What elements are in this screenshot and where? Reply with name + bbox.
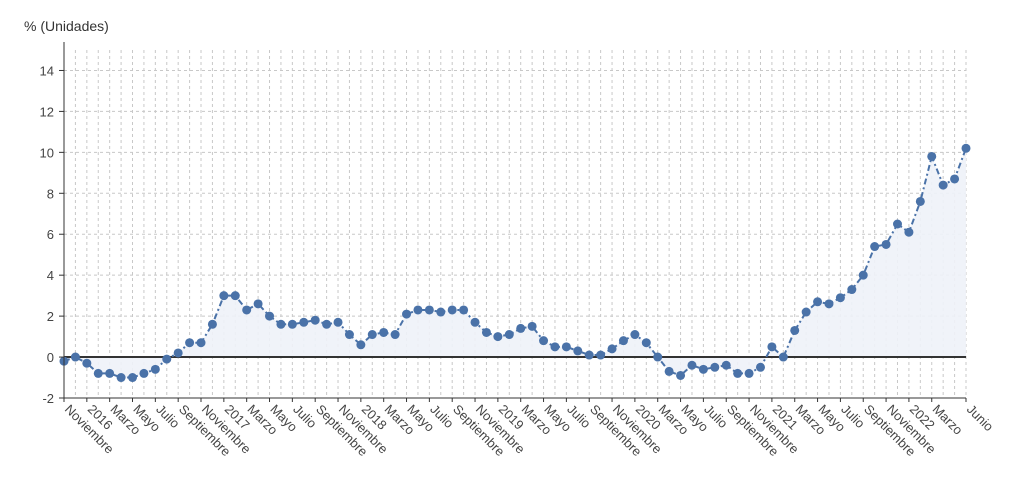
y-tick-label: 12: [40, 104, 54, 119]
data-point: [150, 364, 160, 374]
data-point: [459, 305, 469, 315]
y-tick-label: -2: [42, 391, 54, 406]
data-point: [379, 327, 389, 337]
data-point: [778, 352, 788, 362]
data-point: [755, 362, 765, 372]
data-point: [253, 299, 263, 309]
data-point: [892, 219, 902, 229]
data-point: [299, 317, 309, 327]
data-point: [196, 338, 206, 348]
data-point: [927, 151, 937, 161]
data-point: [185, 338, 195, 348]
data-point: [527, 321, 537, 331]
data-point: [561, 342, 571, 352]
data-point: [618, 336, 628, 346]
data-point: [493, 332, 503, 342]
data-point: [310, 315, 320, 325]
data-point: [230, 291, 240, 301]
data-point: [390, 330, 400, 340]
data-point: [207, 319, 217, 329]
data-point: [539, 336, 549, 346]
x-axis: Noviembre2016MarzoMayoJulioSeptiembreNov…: [62, 397, 997, 459]
data-point: [344, 330, 354, 340]
data-point: [333, 317, 343, 327]
data-point: [70, 352, 80, 362]
data-point: [424, 305, 434, 315]
data-point: [447, 305, 457, 315]
data-point: [265, 311, 275, 321]
data-point: [356, 340, 366, 350]
data-point: [116, 373, 126, 383]
series-area: [64, 148, 966, 378]
series-points: [59, 143, 971, 383]
y-tick-label: 10: [40, 145, 54, 160]
data-point: [858, 270, 868, 280]
data-point: [242, 305, 252, 315]
data-point: [82, 358, 92, 368]
y-tick-label: 2: [47, 309, 54, 324]
data-point: [128, 373, 138, 383]
data-point: [676, 370, 686, 380]
data-point: [790, 325, 800, 335]
data-point: [664, 366, 674, 376]
data-point: [550, 342, 560, 352]
y-tick-label: 6: [47, 227, 54, 242]
data-point: [847, 285, 857, 295]
data-point: [630, 330, 640, 340]
data-point: [162, 354, 172, 364]
data-point: [287, 319, 297, 329]
data-point: [516, 323, 526, 333]
data-point: [904, 227, 914, 237]
data-point: [744, 368, 754, 378]
data-point: [436, 307, 446, 317]
data-point: [653, 352, 663, 362]
data-point: [596, 350, 606, 360]
data-point: [698, 364, 708, 374]
data-point: [470, 317, 480, 327]
y-tick-label: 4: [47, 268, 54, 283]
data-point: [835, 293, 845, 303]
x-tick-label: Junio: [964, 402, 997, 435]
data-point: [584, 350, 594, 360]
data-point: [721, 360, 731, 370]
data-point: [870, 242, 880, 252]
data-point: [573, 346, 583, 356]
y-axis-title: % (Unidades): [24, 18, 109, 34]
data-point: [504, 330, 514, 340]
data-point: [481, 327, 491, 337]
data-point: [733, 368, 743, 378]
data-point: [402, 309, 412, 319]
data-point: [710, 362, 720, 372]
data-point: [767, 342, 777, 352]
y-tick-label: 14: [40, 63, 54, 78]
data-point: [824, 299, 834, 309]
data-point: [413, 305, 423, 315]
data-point: [915, 196, 925, 206]
data-point: [961, 143, 971, 153]
data-point: [105, 368, 115, 378]
data-point: [607, 344, 617, 354]
data-point: [641, 338, 651, 348]
y-tick-label: 8: [47, 186, 54, 201]
y-tick-label: 0: [47, 350, 54, 365]
data-point: [139, 368, 149, 378]
data-point: [367, 330, 377, 340]
data-point: [93, 368, 103, 378]
data-point: [801, 307, 811, 317]
data-point: [938, 180, 948, 190]
data-point: [950, 174, 960, 184]
data-point: [813, 297, 823, 307]
series-area-fill: [64, 148, 966, 378]
y-axis: -2 0 2 4 6 8 10 12 14: [40, 42, 65, 406]
data-point: [881, 239, 891, 249]
data-point: [219, 291, 229, 301]
data-point: [276, 319, 286, 329]
data-point: [687, 360, 697, 370]
data-point: [173, 348, 183, 358]
data-point: [322, 319, 332, 329]
